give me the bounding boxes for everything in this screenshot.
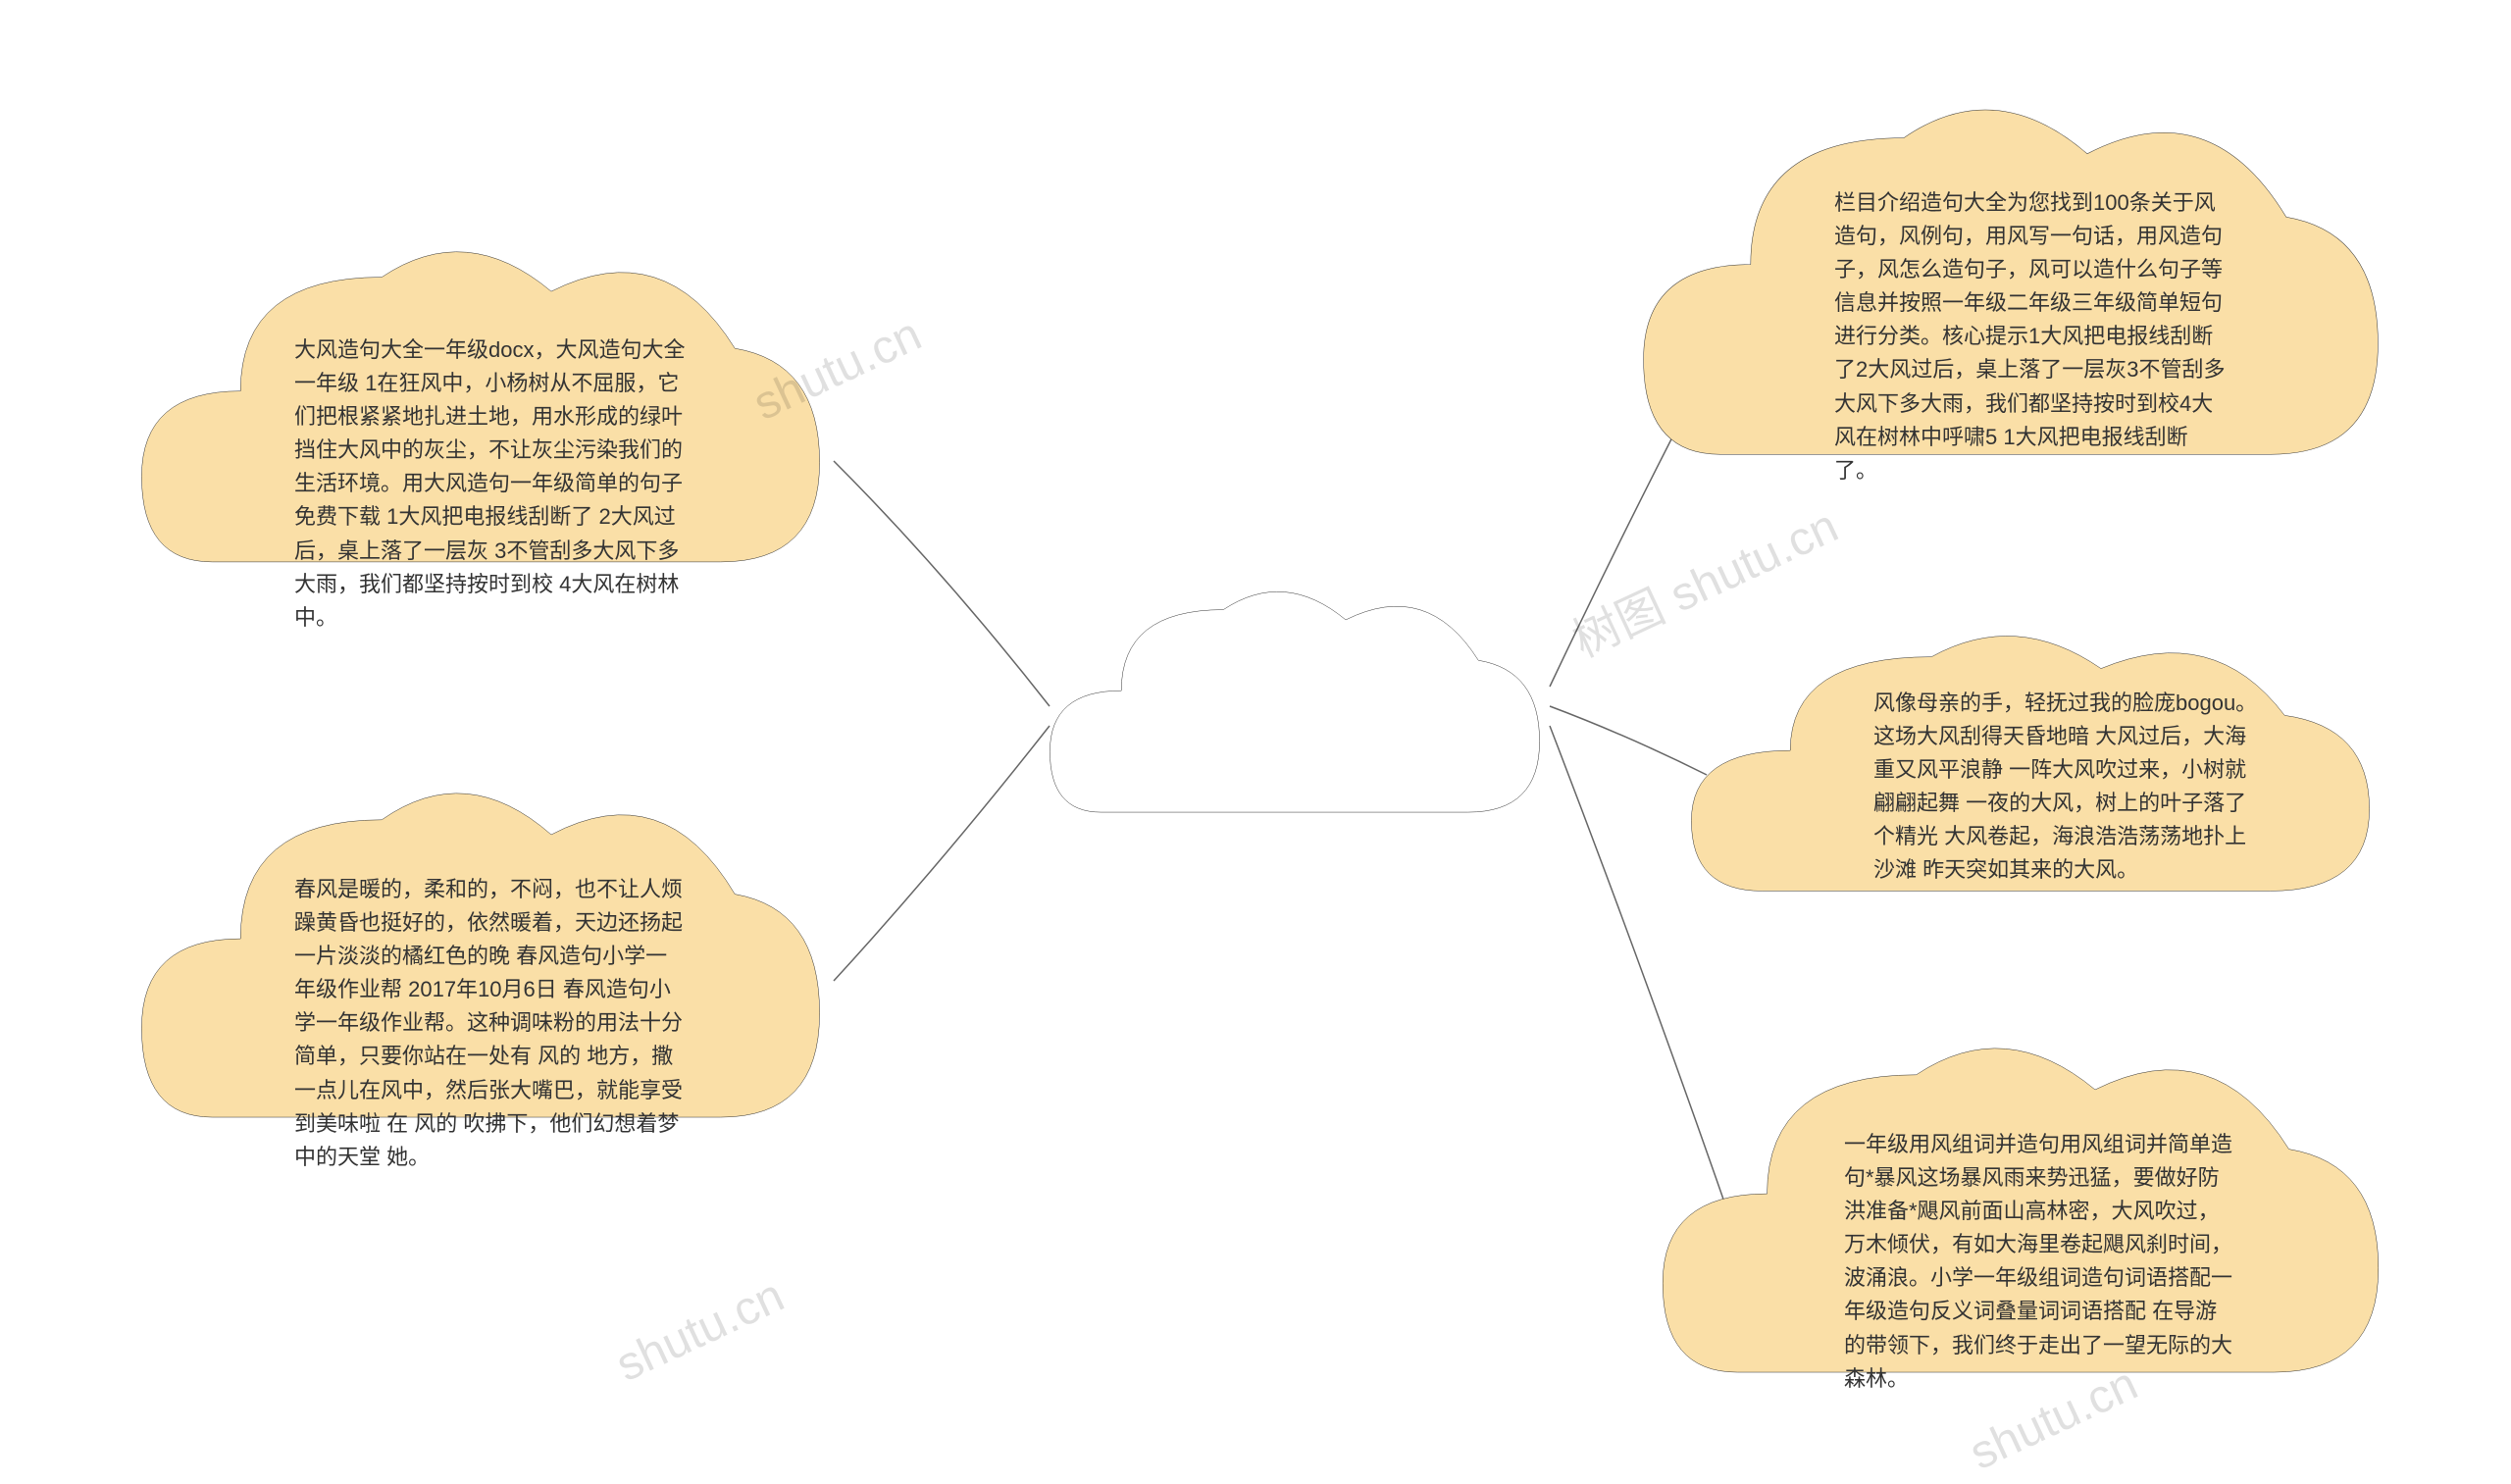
cloud-left-top: 大风造句大全一年级docx，大风造句大全一年级 1在狂风中，小杨树从不屈服，它们…	[128, 206, 834, 647]
cloud-text-left-top: 大风造句大全一年级docx，大风造句大全一年级 1在狂风中，小杨树从不屈服，它们…	[294, 333, 687, 635]
mindmap-canvas: 大风造句大全一年级docx，大风造句大全一年级 1在狂风中，小杨树从不屈服，它们…	[0, 0, 2511, 1484]
cloud-text-right-bottom: 一年级用风组词并造句用风组词并简单造句*暴风这场暴风雨来势迅猛，要做好防洪准备*…	[1844, 1128, 2236, 1396]
cloud-right-top: 栏目介绍造句大全为您找到100条关于风造句，风例句，用风写一句话，用风造句子，风…	[1628, 59, 2393, 549]
cloud-text-left-bottom: 春风是暖的，柔和的，不闷，也不让人烦躁黄昏也挺好的，依然暖着，天边还扬起一片淡淡…	[294, 873, 687, 1174]
cloud-right-mid: 风像母亲的手，轻抚过我的脸庞bogou。这场大风刮得天昏地暗 大风过后，大海重又…	[1677, 598, 2383, 961]
center-cloud	[1040, 559, 1550, 873]
watermark-2: shutu.cn	[608, 1268, 793, 1393]
cloud-text-right-top: 栏目介绍造句大全为您找到100条关于风造句，风例句，用风写一句话，用风造句子，风…	[1834, 186, 2227, 487]
cloud-left-bottom: 春风是暖的，柔和的，不闷，也不让人烦躁黄昏也挺好的，依然暖着，天边还扬起一片淡淡…	[128, 745, 834, 1206]
cloud-text-right-mid: 风像母亲的手，轻抚过我的脸庞bogou。这场大风刮得天昏地暗 大风过后，大海重又…	[1873, 687, 2266, 888]
cloud-right-bottom: 一年级用风组词并造句用风组词并简单造句*暴风这场暴风雨来势迅猛，要做好防洪准备*…	[1648, 1000, 2393, 1461]
